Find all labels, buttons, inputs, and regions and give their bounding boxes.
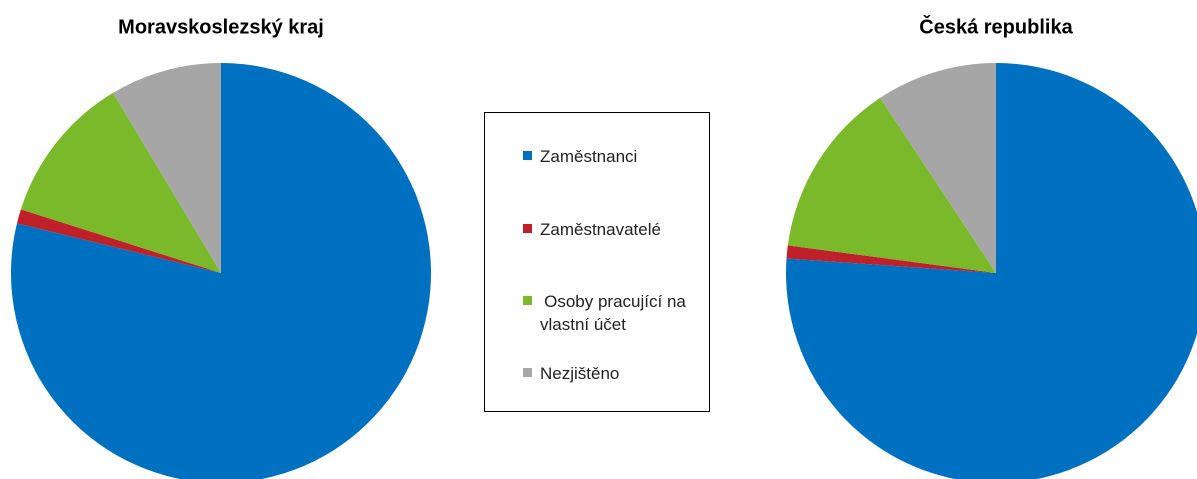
pie-slice (16, 209, 221, 273)
legend-label: Zaměstnavatelé (540, 220, 661, 239)
pie-slice (20, 92, 221, 273)
legend-swatch (523, 296, 532, 305)
legend-entry: Nezjištěno (523, 362, 690, 385)
legend-label: Osoby pracující na vlastní účet (540, 292, 686, 334)
pie-slice (786, 63, 1197, 479)
legend-swatch (523, 368, 532, 377)
chart-title: Česká republika (919, 14, 1073, 38)
legend-swatch (523, 224, 532, 233)
pie-slice (11, 63, 431, 479)
legend-entry: Zaměstnavatelé (523, 218, 690, 241)
legend-label: Zaměstnanci (540, 147, 638, 166)
pie-slice (112, 63, 221, 273)
legend-entry: Zaměstnanci (523, 145, 690, 168)
pie-slice (880, 62, 996, 273)
chart-title: Moravskoslezský kraj (118, 16, 324, 38)
legend-swatch (523, 151, 532, 160)
pie-slice (787, 97, 996, 273)
legend-label: Nezjištěno (540, 364, 620, 383)
legend: Zaměstnanci Zaměstnavatelé Osoby pracující… (484, 112, 710, 412)
legend-entry: Osoby pracující na vlastní účet (523, 290, 690, 336)
pie-slice (786, 245, 996, 273)
